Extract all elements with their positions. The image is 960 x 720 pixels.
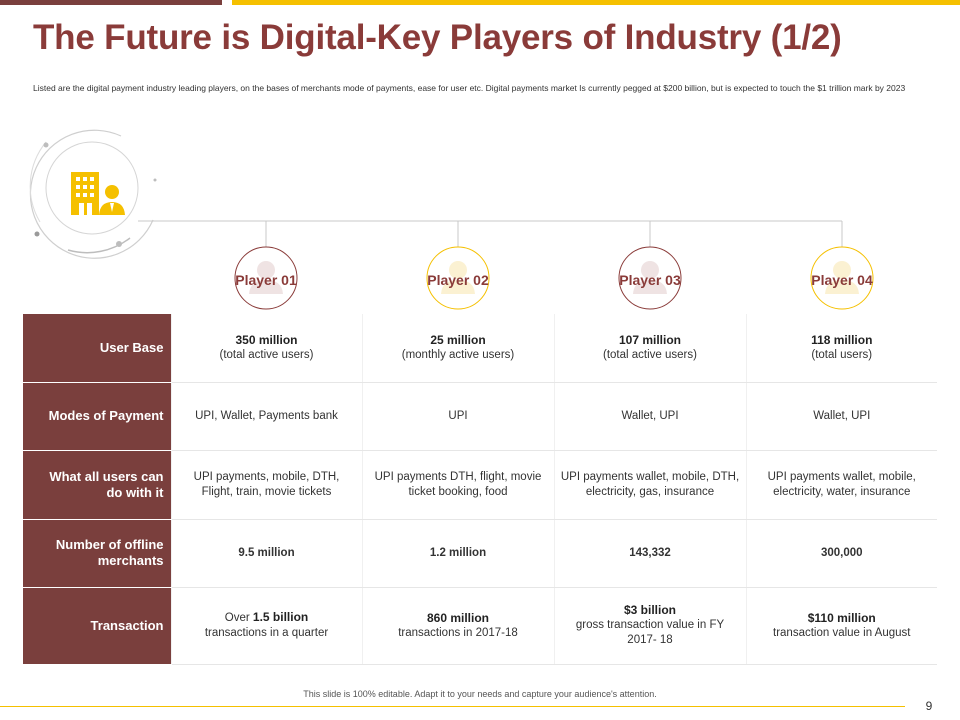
table-cell: 9.5 million bbox=[170, 519, 362, 588]
table-row-offline-merchants: Number of offline merchants 9.5 million … bbox=[23, 519, 937, 588]
player-label-01: Player 01 bbox=[235, 272, 297, 288]
table-row-user-capabilities: What all users can do with it UPI paymen… bbox=[23, 450, 937, 520]
top-accent-bar-yellow bbox=[232, 0, 960, 5]
table-cell: Wallet, UPI bbox=[553, 382, 746, 451]
building-user-icon bbox=[71, 172, 125, 215]
player-circle-03 bbox=[618, 246, 682, 310]
table-cell: UPI payments wallet, mobile, DTH, electr… bbox=[553, 450, 746, 520]
footer-divider bbox=[0, 706, 905, 707]
player-circle-02 bbox=[426, 246, 490, 310]
slide-title: The Future is Digital-Key Players of Ind… bbox=[33, 18, 842, 57]
table-cell: 1.2 million bbox=[361, 519, 554, 588]
table-cell: 25 million (monthly active users) bbox=[361, 314, 554, 383]
row-header: What all users can do with it bbox=[23, 450, 171, 520]
table-cell: Over 1.5 billion transactions in a quarte… bbox=[170, 587, 362, 665]
row-header: User Base bbox=[23, 314, 171, 383]
players-diagram bbox=[29, 129, 874, 310]
player-label-02: Player 02 bbox=[427, 272, 489, 288]
table-cell: 118 million (total users) bbox=[745, 314, 937, 383]
top-accent-bar-brown bbox=[0, 0, 222, 5]
row-header: Transaction bbox=[23, 587, 171, 665]
table-cell: 350 million (total active users) bbox=[170, 314, 362, 383]
footer-note: This slide is 100% editable. Adapt it to… bbox=[303, 689, 657, 699]
table-cell: UPI payments wallet, mobile, electricity… bbox=[745, 450, 937, 520]
table-cell: 300,000 bbox=[745, 519, 937, 588]
slide-subtitle: Listed are the digital payment industry … bbox=[33, 83, 906, 93]
table-cell: UPI bbox=[361, 382, 554, 451]
row-header: Number of offline merchants bbox=[23, 519, 171, 588]
decorative-rings bbox=[29, 129, 157, 259]
table-cell: UPI payments DTH, flight, movie ticket b… bbox=[361, 450, 554, 520]
table-row-user-base: User Base 350 million (total active users… bbox=[23, 314, 937, 383]
table-cell: UPI, Wallet, Payments bank bbox=[170, 382, 362, 451]
table-cell: Wallet, UPI bbox=[745, 382, 937, 451]
table-cell: 107 million (total active users) bbox=[553, 314, 746, 383]
table-cell: UPI payments, mobile, DTH, Flight, train… bbox=[170, 450, 362, 520]
player-circle-04 bbox=[810, 246, 874, 310]
row-header: Modes of Payment bbox=[23, 382, 171, 451]
player-label-03: Player 03 bbox=[619, 272, 681, 288]
table-cell: $110 million transaction value in August bbox=[745, 587, 937, 665]
table-row-transaction: Transaction Over 1.5 billion transactions… bbox=[23, 587, 937, 665]
table-row-modes-of-payment: Modes of Payment UPI, Wallet, Payments b… bbox=[23, 382, 937, 451]
table-cell: 143,332 bbox=[553, 519, 746, 588]
connector-lines bbox=[138, 220, 843, 247]
page-number: 9 bbox=[925, 699, 933, 713]
table-cell: 860 million transactions in 2017-18 bbox=[361, 587, 554, 665]
comparison-table: User Base 350 million (total active users… bbox=[23, 314, 937, 665]
table-cell: $3 billion gross transaction value in FY … bbox=[553, 587, 746, 665]
player-circle-01 bbox=[234, 246, 298, 310]
player-label-04: Player 04 bbox=[811, 272, 873, 288]
